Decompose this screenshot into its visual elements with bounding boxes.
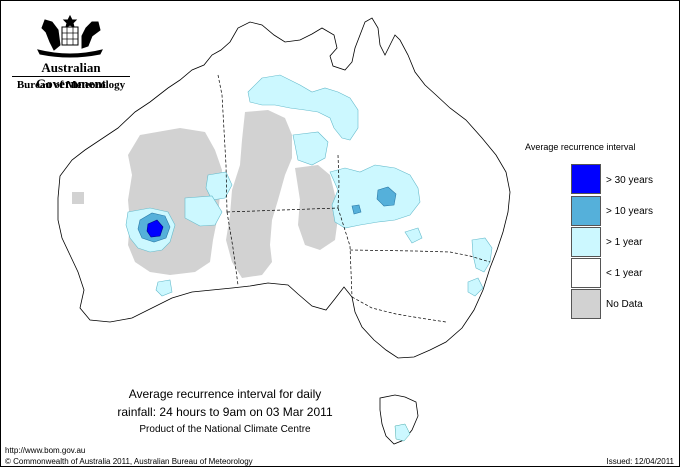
header-divider xyxy=(12,76,130,77)
legend-swatch-30yr xyxy=(571,164,601,194)
caption-line-1: Average recurrence interval for daily xyxy=(128,387,322,401)
legend-label-under-1yr: < 1 year xyxy=(606,268,643,279)
legend-swatch-no-data xyxy=(571,289,601,319)
legend-label-1yr: > 1 year xyxy=(606,237,643,248)
legend-swatch-10yr xyxy=(571,196,601,226)
issued-date: Issued: 12/04/2011 xyxy=(606,457,674,466)
no-data-regions xyxy=(72,110,338,278)
coat-of-arms-emblem xyxy=(37,14,103,58)
website-url: http://www.bom.gov.au xyxy=(5,446,86,455)
government-title: Australian Government xyxy=(35,60,107,91)
legend-swatch-under-1yr xyxy=(571,258,601,288)
recurrence-1yr-regions xyxy=(125,74,493,297)
legend-title: Average recurrence interval xyxy=(525,142,636,152)
caption-line-3: Product of the National Climate Centre xyxy=(139,424,311,435)
legend-label-30yr: > 30 years xyxy=(606,175,653,186)
legend-label-no-data: No Data xyxy=(606,299,643,310)
caption-line-2: rainfall: 24 hours to 9am on 03 Mar 2011 xyxy=(117,405,333,419)
legend-label-10yr: > 10 years xyxy=(606,206,653,217)
state-borders xyxy=(217,74,491,323)
recurrence-30yr-region xyxy=(146,219,164,238)
legend-swatch-1yr xyxy=(571,227,601,257)
copyright-notice: © Commonwealth of Australia 2011, Austra… xyxy=(5,457,253,466)
tasmania-patch xyxy=(394,423,411,442)
bureau-title: Bureau of Meteorology xyxy=(16,79,126,91)
